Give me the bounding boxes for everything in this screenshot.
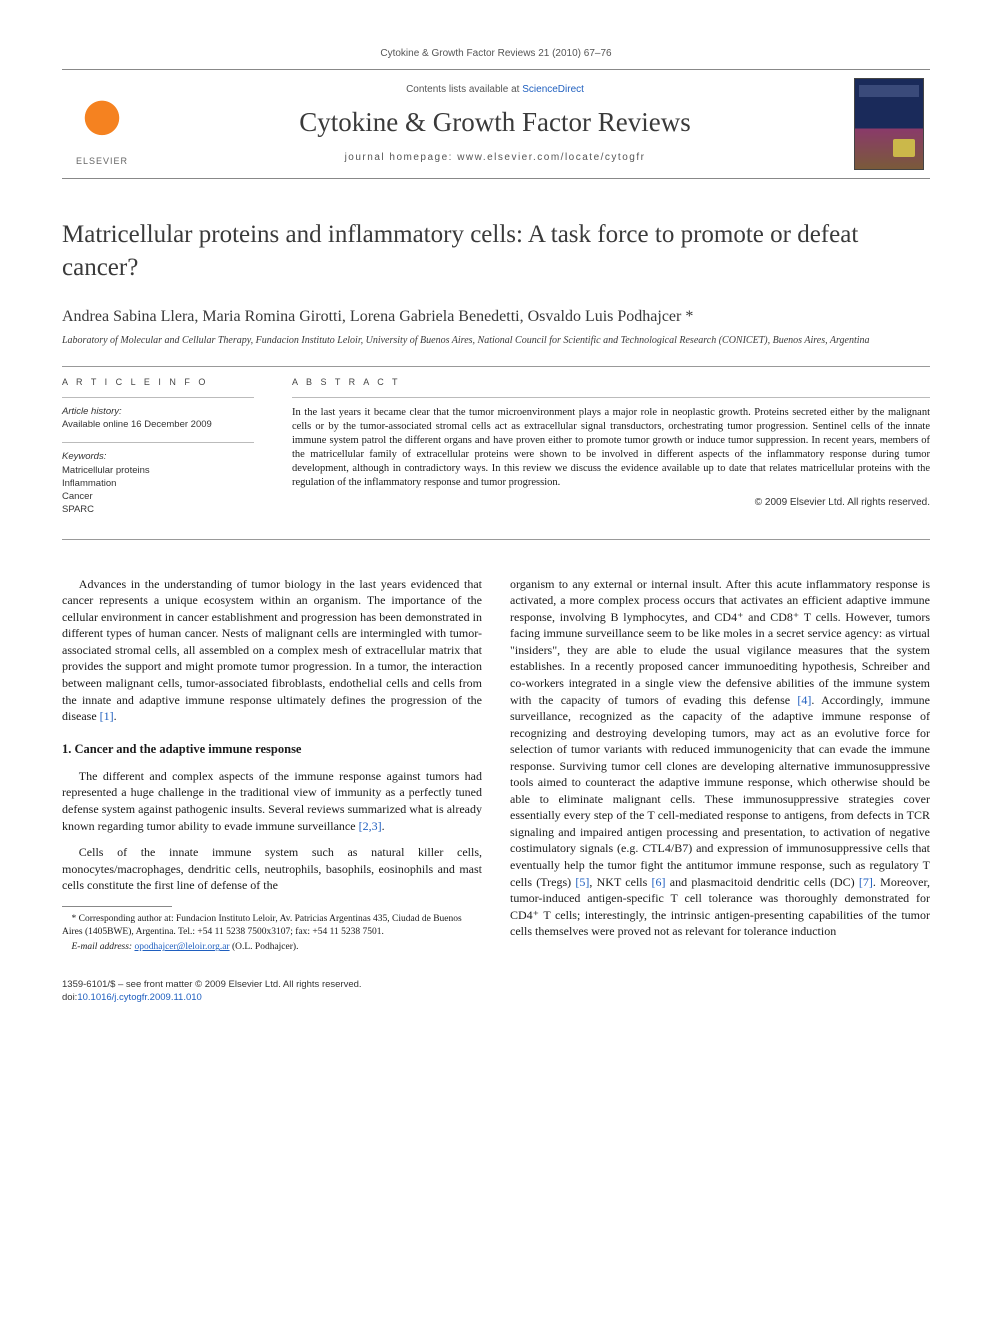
citation-link[interactable]: [7]: [859, 875, 873, 889]
doi-line: doi:10.1016/j.cytogfr.2009.11.010: [62, 992, 930, 1005]
affiliation: Laboratory of Molecular and Cellular The…: [62, 334, 930, 348]
page: Cytokine & Growth Factor Reviews 21 (201…: [0, 0, 992, 1045]
publisher-logo-block: ELSEVIER: [62, 78, 142, 170]
keywords-block: Keywords: Matricellular proteins Inflamm…: [62, 451, 254, 517]
footnotes-block: * Corresponding author at: Fundacion Ins…: [62, 913, 482, 954]
footnote-rule: [62, 906, 172, 907]
elsevier-tree-icon: [78, 99, 126, 153]
history-value: Available online 16 December 2009: [62, 419, 254, 430]
email-tail: (O.L. Podhajcer).: [230, 942, 299, 952]
body-text: , NKT cells: [589, 875, 651, 889]
article-info-heading: A R T I C L E I N F O: [62, 377, 254, 387]
email-label: E-mail address:: [72, 942, 135, 952]
abstract-text: In the last years it became clear that t…: [292, 406, 930, 491]
citation-link[interactable]: [1]: [100, 709, 114, 723]
page-footer: 1359-6101/$ – see front matter © 2009 El…: [62, 979, 930, 1005]
sciencedirect-link[interactable]: ScienceDirect: [522, 84, 584, 95]
journal-title: Cytokine & Growth Factor Reviews: [150, 107, 840, 138]
authors-line: Andrea Sabina Llera, Maria Romina Girott…: [62, 308, 930, 326]
body-two-column: Advances in the understanding of tumor b…: [62, 576, 930, 957]
journal-cover-thumbnail: [854, 78, 924, 170]
body-text: and plasmacitoid dendritic cells (DC): [666, 875, 859, 889]
keywords-label: Keywords:: [62, 451, 254, 462]
body-paragraph: The different and complex aspects of the…: [62, 768, 482, 834]
keyword: Inflammation: [62, 477, 254, 490]
abstract-heading: A B S T R A C T: [292, 377, 930, 387]
masthead: ELSEVIER Contents lists available at Sci…: [62, 69, 930, 179]
email-link[interactable]: opodhajcer@leloir.org.ar: [134, 942, 229, 952]
body-paragraph: organism to any external or internal ins…: [510, 576, 930, 940]
front-matter-line: 1359-6101/$ – see front matter © 2009 El…: [62, 979, 930, 992]
contents-available-line: Contents lists available at ScienceDirec…: [150, 84, 840, 95]
doi-link[interactable]: 10.1016/j.cytogfr.2009.11.010: [77, 992, 201, 1003]
abstract-copyright: © 2009 Elsevier Ltd. All rights reserved…: [292, 497, 930, 508]
body-text: organism to any external or internal ins…: [510, 577, 930, 707]
divider: [62, 442, 254, 443]
abstract-col: A B S T R A C T In the last years it bec…: [292, 367, 930, 539]
body-text: Cells of the innate immune system such a…: [62, 845, 482, 892]
keyword: Matricellular proteins: [62, 464, 254, 477]
body-text: .: [114, 709, 117, 723]
article-info-abstract-row: A R T I C L E I N F O Article history: A…: [62, 366, 930, 540]
citation-link[interactable]: [2,3]: [359, 819, 382, 833]
keyword: SPARC: [62, 503, 254, 516]
article-info-col: A R T I C L E I N F O Article history: A…: [62, 367, 262, 539]
avail-pre: Contents lists available at: [406, 84, 522, 95]
divider: [292, 397, 930, 398]
journal-homepage-line: journal homepage: www.elsevier.com/locat…: [150, 152, 840, 163]
doi-pre: doi:: [62, 992, 77, 1003]
email-footnote: E-mail address: opodhajcer@leloir.org.ar…: [62, 941, 482, 954]
section-heading: 1. Cancer and the adaptive immune respon…: [62, 741, 482, 758]
homepage-url: www.elsevier.com/locate/cytogfr: [457, 152, 645, 163]
homepage-pre: journal homepage:: [345, 152, 458, 163]
publisher-name: ELSEVIER: [76, 156, 128, 166]
article-title: Matricellular proteins and inflammatory …: [62, 219, 930, 284]
body-text: The different and complex aspects of the…: [62, 769, 482, 833]
body-paragraph: Advances in the understanding of tumor b…: [62, 576, 482, 725]
cover-thumb-block: [848, 78, 930, 170]
body-text: Advances in the understanding of tumor b…: [62, 577, 482, 723]
history-label: Article history:: [62, 406, 254, 417]
keyword: Cancer: [62, 490, 254, 503]
body-text: . Accordingly, immune surveillance, reco…: [510, 693, 930, 889]
body-text: .: [382, 819, 385, 833]
divider: [62, 397, 254, 398]
citation-link[interactable]: [5]: [575, 875, 589, 889]
body-paragraph: Cells of the innate immune system such a…: [62, 844, 482, 894]
corresponding-author-footnote: * Corresponding author at: Fundacion Ins…: [62, 913, 482, 939]
running-header: Cytokine & Growth Factor Reviews 21 (201…: [62, 48, 930, 59]
masthead-center: Contents lists available at ScienceDirec…: [142, 78, 848, 170]
article-history-block: Article history: Available online 16 Dec…: [62, 406, 254, 430]
citation-link[interactable]: [4]: [797, 693, 811, 707]
citation-link[interactable]: [6]: [652, 875, 666, 889]
